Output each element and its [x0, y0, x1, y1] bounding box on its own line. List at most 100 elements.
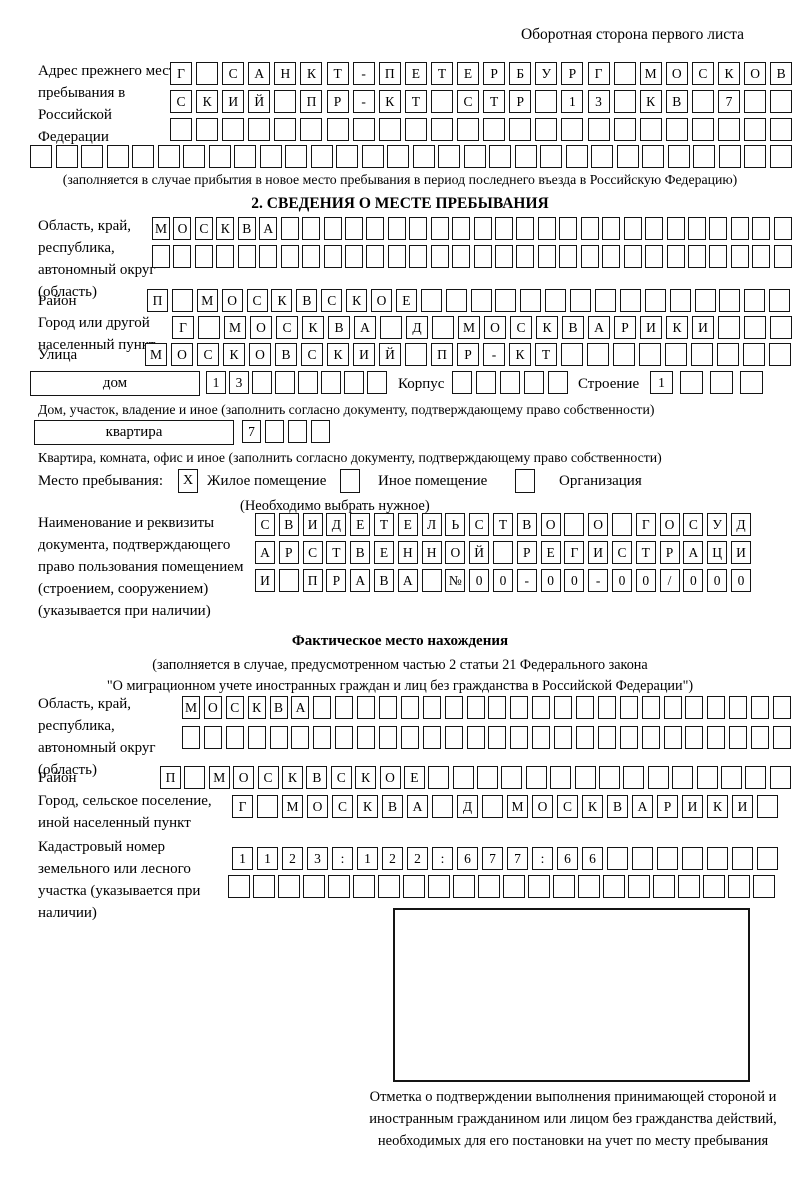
- char-box: В: [516, 513, 537, 536]
- char-box: 2: [407, 847, 428, 870]
- char-box: О: [540, 513, 561, 536]
- char-box: [718, 316, 740, 339]
- char-box: [291, 726, 310, 749]
- char-box: [510, 726, 529, 749]
- char-box: [769, 289, 791, 312]
- char-box: [657, 847, 678, 870]
- char-box: [380, 316, 402, 339]
- char-box: [729, 726, 748, 749]
- char-box: К: [707, 795, 728, 818]
- char-box: [173, 245, 192, 268]
- char-box: /: [659, 569, 680, 592]
- char-box: [400, 696, 419, 719]
- checkbox-organization: [515, 469, 535, 493]
- char-box: О: [221, 289, 243, 312]
- char-box: Р: [326, 90, 349, 113]
- char-box: [602, 245, 621, 268]
- char-box: [222, 118, 245, 141]
- char-box: А: [255, 541, 275, 564]
- char-box: [387, 145, 409, 168]
- char-box: Е: [373, 541, 394, 564]
- char-box: [545, 289, 567, 312]
- char-box: 0: [469, 569, 490, 592]
- char-box: Т: [483, 90, 506, 113]
- char-box: О: [532, 795, 553, 818]
- char-box: [438, 145, 460, 168]
- char-box: [55, 145, 78, 168]
- char-box: 0: [730, 569, 751, 592]
- actual-city-label: Город, сельское поселение, иной населенн…: [38, 793, 212, 831]
- char-box: [532, 696, 551, 719]
- char-box: [323, 245, 342, 268]
- char-box: М: [224, 316, 246, 339]
- cadastral-row-2: [228, 875, 775, 898]
- apartment-note: Квартира, комната, офис и иное (заполнит…: [38, 450, 662, 465]
- region-label: Область, край, республика, автономный ок…: [38, 218, 156, 300]
- char-box: [570, 289, 592, 312]
- char-box: К: [355, 766, 377, 789]
- char-box: Б: [509, 62, 532, 85]
- char-box: Й: [379, 343, 401, 366]
- char-box: К: [378, 90, 401, 113]
- char-box: У: [535, 62, 558, 85]
- char-box: С: [222, 62, 245, 85]
- char-box: -: [352, 90, 375, 113]
- char-box: [366, 245, 385, 268]
- char-box: [106, 145, 129, 168]
- char-box: [473, 217, 492, 240]
- char-box: Е: [403, 766, 425, 789]
- char-box: [81, 145, 103, 168]
- char-box: 6: [582, 847, 603, 870]
- char-box: С: [301, 343, 323, 366]
- char-box: [237, 245, 256, 268]
- char-box: Г: [564, 541, 585, 564]
- char-box: [666, 245, 685, 268]
- char-box: 1: [561, 90, 584, 113]
- char-box: С: [469, 513, 490, 536]
- char-box: О: [249, 343, 271, 366]
- char-box: [275, 371, 295, 394]
- char-box: [693, 145, 715, 168]
- char-box: 3: [307, 847, 328, 870]
- char-box: [387, 217, 406, 240]
- char-box: [752, 245, 771, 268]
- char-box: М: [282, 795, 303, 818]
- char-box: [403, 875, 425, 898]
- char-box: [639, 118, 662, 141]
- char-box: [554, 696, 573, 719]
- char-box: [495, 289, 517, 312]
- char-box: [302, 245, 321, 268]
- char-box: [613, 118, 636, 141]
- char-box: Ц: [707, 541, 728, 564]
- char-box: У: [707, 513, 728, 536]
- char-box: П: [147, 289, 168, 312]
- char-box: [196, 62, 219, 85]
- char-box: И: [640, 316, 662, 339]
- char-box: [553, 875, 575, 898]
- char-box: [528, 875, 550, 898]
- char-box: [663, 696, 682, 719]
- char-box: К: [223, 343, 245, 366]
- char-box: [430, 245, 449, 268]
- char-box: [378, 875, 400, 898]
- char-box: 0: [635, 569, 656, 592]
- char-box: О: [203, 696, 222, 719]
- char-box: 1: [206, 371, 226, 394]
- char-box: В: [275, 343, 297, 366]
- char-box: [366, 217, 385, 240]
- document-label: Наименование и реквизиты документа, подт…: [38, 515, 244, 619]
- char-box: [225, 726, 244, 749]
- char-box: [607, 847, 628, 870]
- char-box: [477, 766, 499, 789]
- char-box: [644, 289, 666, 312]
- char-box: [525, 766, 547, 789]
- char-box: [632, 847, 653, 870]
- char-box: Е: [395, 289, 417, 312]
- char-box: [564, 513, 585, 536]
